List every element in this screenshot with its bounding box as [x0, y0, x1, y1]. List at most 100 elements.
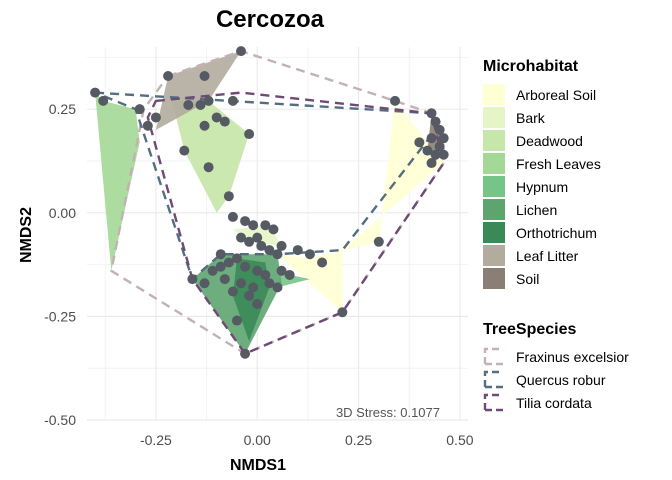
legend-swatch — [483, 222, 505, 243]
legend-label: Tilia cordata — [516, 395, 592, 411]
data-point — [231, 253, 242, 264]
legend-label: Leaf Litter — [516, 248, 579, 264]
y-tick-label: 0.00 — [49, 205, 76, 221]
data-point — [373, 236, 384, 247]
data-point — [227, 211, 238, 222]
data-point — [195, 100, 206, 111]
data-point — [272, 249, 283, 260]
data-point — [268, 224, 279, 235]
data-point — [223, 191, 234, 202]
x-tick-label: 0.25 — [345, 432, 372, 448]
hull-tilia-cordata — [146, 91, 445, 355]
data-point — [227, 286, 238, 297]
data-point — [215, 261, 226, 272]
data-point — [244, 129, 255, 140]
data-point — [240, 348, 251, 359]
legend-swatch — [483, 107, 505, 128]
data-point — [252, 265, 263, 276]
legend-key — [483, 393, 503, 412]
data-point — [256, 240, 267, 251]
data-point — [203, 162, 214, 173]
data-point — [236, 46, 247, 57]
data-point — [426, 108, 437, 119]
data-point — [260, 220, 271, 231]
data-point — [163, 71, 174, 82]
data-point — [434, 124, 445, 135]
data-point — [248, 282, 259, 293]
data-point — [248, 220, 259, 231]
data-point — [284, 269, 295, 280]
data-point — [240, 216, 251, 227]
data-point — [430, 116, 441, 127]
legend-label: Quercus robur — [516, 372, 606, 388]
data-point — [430, 149, 441, 160]
hull-deadwood — [172, 100, 250, 213]
legend-key — [483, 370, 503, 389]
y-tick-label: -0.25 — [44, 308, 76, 324]
data-point — [236, 278, 247, 289]
y-tick-label: 0.25 — [49, 101, 76, 117]
data-point — [203, 95, 214, 106]
legend-label: Lichen — [516, 202, 557, 218]
data-point — [240, 261, 251, 272]
legend-swatch — [483, 245, 505, 266]
legend-swatch — [483, 199, 505, 220]
legend-label: Fresh Leaves — [516, 156, 601, 172]
data-point — [211, 112, 222, 123]
hull-fraxinus-excelsior — [110, 49, 445, 355]
data-point — [179, 145, 190, 156]
data-point — [90, 87, 101, 98]
data-point — [252, 298, 263, 309]
data-point — [426, 158, 437, 169]
y-tick-label: -0.50 — [44, 412, 76, 428]
data-point — [142, 120, 153, 131]
data-point — [260, 269, 271, 280]
data-point — [438, 133, 449, 144]
microhabitat-legend-title: Microhabitat — [483, 58, 579, 75]
data-point — [227, 95, 238, 106]
tree-species-legend: TreeSpecies Fraxinus excelsior Quercus ro… — [483, 321, 629, 412]
data-point — [414, 137, 425, 148]
data-point — [317, 257, 328, 268]
data-point — [215, 249, 226, 260]
data-point — [292, 245, 303, 256]
legend-label: Bark — [516, 110, 546, 126]
data-point — [183, 100, 194, 111]
x-tick-label: 0.00 — [244, 432, 271, 448]
data-point — [236, 232, 247, 243]
hull-fresh-leaves — [95, 92, 140, 271]
data-point — [231, 315, 242, 326]
legend-swatch — [483, 130, 505, 151]
data-point — [207, 265, 218, 276]
legend-label: Arboreal Soil — [516, 87, 596, 103]
stress-annotation: 3D Stress: 0.1077 — [336, 405, 440, 420]
data-point — [264, 245, 275, 256]
x-tick-label: 0.50 — [446, 432, 473, 448]
data-point — [223, 257, 234, 268]
data-point — [276, 240, 287, 251]
axis-ticks: -0.25 0.00 0.25 0.50 -0.50 -0.25 0.00 0.25 — [44, 101, 474, 448]
data-point — [219, 274, 230, 285]
data-point — [252, 232, 263, 243]
data-point — [438, 149, 449, 160]
data-point — [276, 265, 287, 276]
data-point — [426, 133, 437, 144]
x-axis-label: NMDS1 — [230, 457, 286, 474]
x-tick-label: -0.25 — [140, 432, 172, 448]
data-point — [422, 145, 433, 156]
data-point — [199, 278, 210, 289]
microhabitat-legend: Microhabitat Arboreal Soil Bark Deadwood Fr… — [483, 58, 601, 289]
data-point — [187, 274, 198, 285]
data-point — [244, 236, 255, 247]
data-point — [134, 104, 145, 115]
legend-swatch — [483, 153, 505, 174]
data-point — [98, 95, 109, 106]
chart-title: Cercozoa — [216, 6, 325, 33]
data-point — [219, 116, 230, 127]
legend-label: Deadwood — [516, 133, 583, 149]
data-point — [199, 71, 210, 82]
data-point — [244, 290, 255, 301]
data-point — [272, 282, 283, 293]
data-point — [304, 249, 315, 260]
hull-leaf-litter — [155, 51, 241, 130]
